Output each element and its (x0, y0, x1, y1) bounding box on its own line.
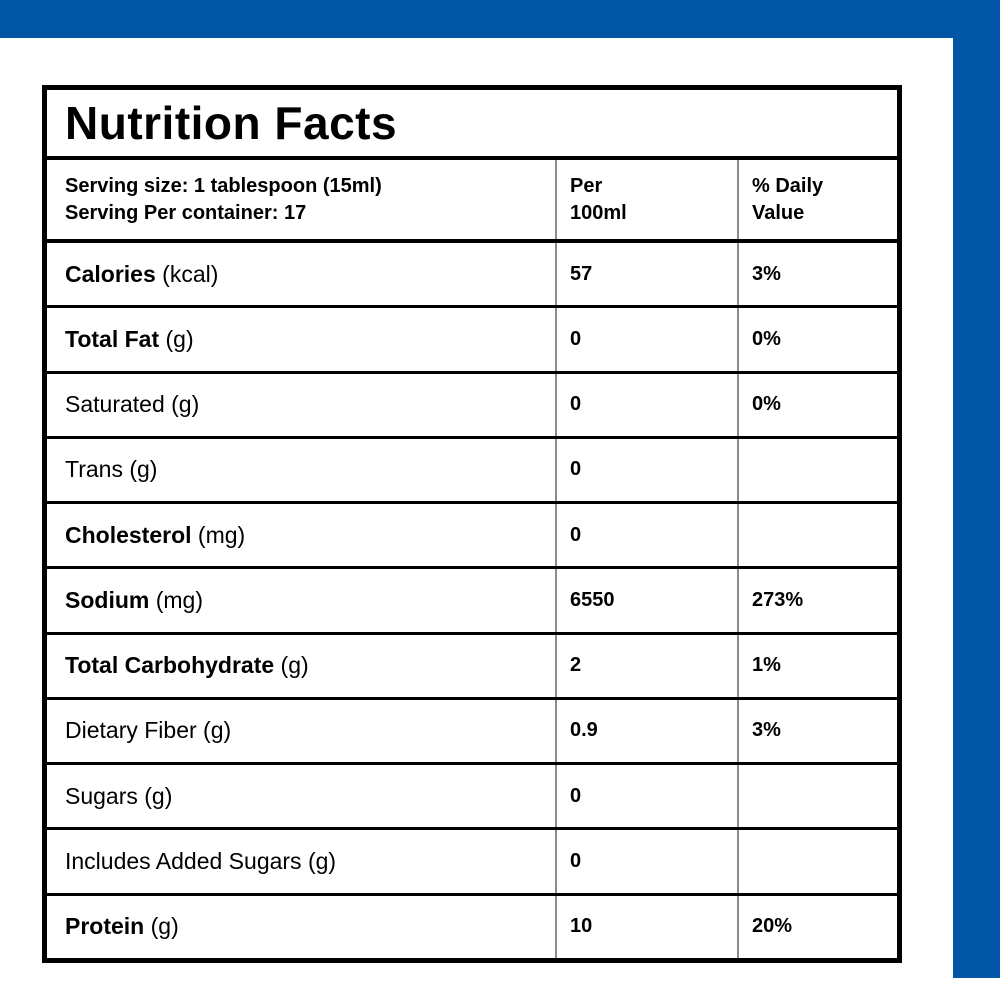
nutrient-label: Total Fat (g) (47, 308, 555, 370)
nutrient-label: Trans (g) (47, 439, 555, 501)
nutrient-label: Sugars (g) (47, 765, 555, 827)
nutrient-name: Sodium (65, 586, 150, 613)
daily-value (737, 504, 897, 567)
nutrient-unit: (g) (159, 325, 194, 352)
row-sodium: Sodium (mg) 6550 273% (47, 566, 897, 632)
nutrient-label: Total Carbohydrate (g) (47, 635, 555, 697)
row-sugars: Sugars (g) 0 (47, 762, 897, 828)
row-added-sugars: Includes Added Sugars (g) 0 (47, 827, 897, 893)
nutrient-label: Includes Added Sugars (g) (47, 830, 555, 892)
row-total-fat: Total Fat (g) 0 0% (47, 305, 897, 371)
daily-value: 3% (737, 243, 897, 306)
top-accent-bar (0, 0, 1000, 38)
per-100ml-value: 10 (555, 895, 737, 958)
per-100ml-value: 0.9 (555, 699, 737, 763)
nutrient-unit: (g) (274, 652, 309, 679)
nutrient-name: Cholesterol (65, 521, 192, 548)
nutrient-unit: Dietary Fiber (g) (65, 717, 232, 744)
nutrient-unit: (g) (144, 913, 179, 940)
row-saturated-fat: Saturated (g) 0 0% (47, 370, 897, 436)
daily-value-line1: % Daily (752, 174, 824, 197)
row-calories: Calories (kcal) 57 3% (47, 243, 897, 306)
row-protein: Protein (g) 10 20% (47, 892, 897, 958)
right-accent-bar (953, 0, 1000, 978)
daily-value: 273% (737, 569, 897, 632)
header-serving-info: Serving size: 1 tablespoon (15ml) Servin… (47, 160, 555, 239)
row-cholesterol: Cholesterol (mg) 0 (47, 501, 897, 567)
per-100ml-value: 0 (555, 504, 737, 567)
nutrient-name: Total Fat (65, 325, 160, 352)
per-100ml-line2: 100ml (570, 201, 627, 224)
nutrient-label: Sodium (mg) (47, 569, 555, 631)
nutrient-label: Cholesterol (mg) (47, 504, 555, 566)
nutrient-name: Calories (65, 260, 156, 287)
header-daily-value: % Daily Value (737, 160, 897, 239)
daily-value (737, 830, 897, 893)
serving-size-text: Serving size: 1 tablespoon (15ml) (65, 174, 382, 197)
daily-value-line2: Value (752, 201, 805, 224)
nutrient-unit: Sugars (g) (65, 782, 173, 809)
nutrient-label: Dietary Fiber (g) (47, 700, 555, 762)
nutrient-unit: Includes Added Sugars (g) (65, 848, 337, 875)
row-dietary-fiber: Dietary Fiber (g) 0.9 3% (47, 696, 897, 763)
per-100ml-value: 0 (555, 373, 737, 436)
daily-value: 0% (737, 308, 897, 371)
nutrient-name: Total Carbohydrate (65, 652, 275, 679)
nutrient-unit: (mg) (191, 521, 246, 548)
table-title: Nutrition Facts (47, 90, 897, 160)
per-100ml-value: 6550 (555, 569, 737, 632)
daily-value (737, 438, 897, 502)
per-100ml-value: 0 (555, 438, 737, 502)
nutrient-unit: Trans (g) (65, 456, 158, 483)
per-100ml-value: 0 (555, 830, 737, 893)
nutrient-unit: (kcal) (155, 260, 219, 287)
nutrient-label: Calories (kcal) (47, 243, 555, 305)
daily-value: 1% (737, 634, 897, 697)
row-trans-fat: Trans (g) 0 (47, 435, 897, 502)
nutrient-name: Protein (65, 913, 145, 940)
per-100ml-value: 57 (555, 243, 737, 306)
nutrient-unit: Saturated (g) (65, 391, 200, 418)
row-total-carbohydrate: Total Carbohydrate (g) 2 1% (47, 631, 897, 697)
per-100ml-value: 2 (555, 634, 737, 697)
nutrition-facts-table: Nutrition Facts Serving size: 1 tablespo… (42, 85, 902, 963)
servings-per-container-text: Serving Per container: 17 (65, 201, 307, 224)
daily-value: 0% (737, 373, 897, 436)
header-per-100ml: Per 100ml (555, 160, 737, 239)
nutrient-label: Saturated (g) (47, 374, 555, 436)
nutrient-unit: (mg) (149, 586, 204, 613)
nutrient-label: Protein (g) (47, 896, 555, 958)
daily-value: 3% (737, 699, 897, 763)
per-100ml-line1: Per (570, 174, 603, 197)
per-100ml-value: 0 (555, 308, 737, 371)
per-100ml-value: 0 (555, 765, 737, 828)
daily-value: 20% (737, 895, 897, 958)
table-header-row: Serving size: 1 tablespoon (15ml) Servin… (47, 160, 897, 243)
daily-value (737, 765, 897, 828)
